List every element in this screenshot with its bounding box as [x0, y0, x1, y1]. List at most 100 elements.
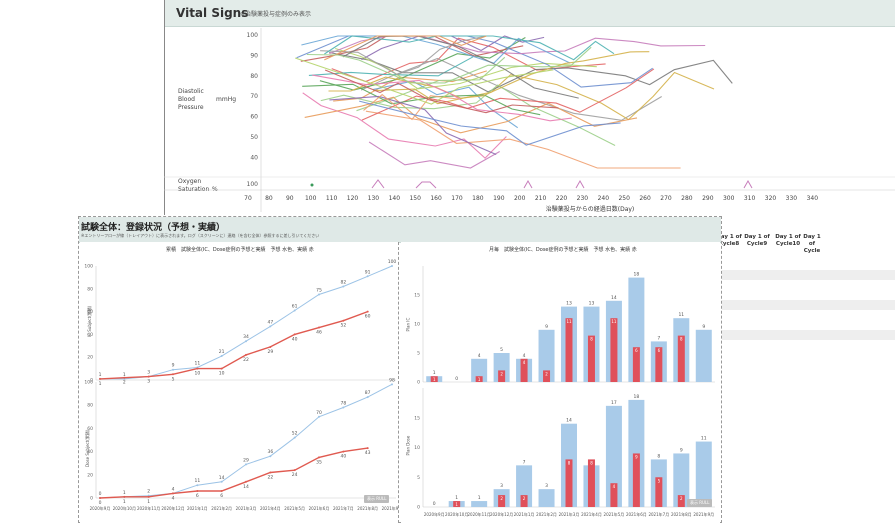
vital-x-tick-label: 160: [430, 195, 442, 202]
mon-actual-bar: [520, 358, 528, 382]
mon-plan-label: 7: [523, 459, 526, 465]
cum-x-tick-label: 2021年4月: [260, 505, 281, 511]
col-day1-cycle10-l2: Cycle10: [775, 241, 801, 247]
spo2-point: [310, 183, 314, 187]
vital-x-tick-label: 80: [265, 195, 273, 202]
cum-point: [293, 469, 296, 472]
patient-trace: [324, 35, 487, 61]
cum-data-label: 35: [316, 459, 322, 465]
mon-y-tick-label: 15: [414, 415, 420, 421]
cum-x-tick-label: 2021年8月: [357, 505, 378, 511]
mon-plan-label: 1: [455, 495, 458, 501]
cum-x-tick-label: 2021年2月: [211, 505, 232, 511]
cum-data-label: 3: [147, 379, 150, 385]
cum-data-label: 60: [365, 314, 371, 320]
mon-plan-label: 11: [678, 312, 684, 318]
mon-plan-bar: [471, 358, 488, 382]
mon-plan-bar: [673, 453, 690, 507]
cum-data-label: 52: [292, 431, 298, 437]
mon-plan-label: 13: [589, 301, 595, 307]
mon-actual-bar: [453, 501, 461, 507]
cum-data-label: 14: [243, 484, 249, 490]
vital-x-tick-label: 340: [807, 195, 819, 202]
mon-actual-label: 2: [500, 371, 503, 376]
mon-actual-bar: [498, 495, 506, 507]
mon-actual-label: 1: [455, 502, 458, 507]
vital-x-tick-label: 180: [472, 195, 484, 202]
cum-data-label: 61: [292, 303, 298, 309]
monthly-badge[interactable]: 表示 RULL: [687, 499, 713, 507]
cumulative-badge[interactable]: 表示 RULL: [364, 495, 390, 503]
patient-trace: [359, 100, 621, 146]
mon-y-tick-label: 0: [417, 505, 420, 511]
patient-trace: [329, 35, 706, 55]
cum-data-label: 6: [220, 493, 223, 499]
vital-y-tick-label: 80: [250, 73, 258, 80]
mon-x-tick-label: 2021年8月: [671, 511, 692, 517]
cum-data-label: 36: [267, 449, 273, 455]
cum-y-tick-label: 100: [84, 380, 93, 386]
cum-point: [196, 490, 199, 493]
cumulative-chart-header: 累積 試験全体(IC、Dose症例の予想と実績 予想 水色、実績 赤: [166, 247, 314, 253]
cum-x-tick-label: 2021年6月: [309, 505, 330, 511]
vital-x-tick-label: 70: [244, 195, 252, 202]
dbp-unit: mmHg: [216, 96, 237, 103]
cum-point: [245, 340, 247, 343]
mon-x-tick-label: 2020年12月: [490, 511, 513, 517]
cum-data-label: 46: [316, 330, 322, 336]
cum-data-label: 98: [389, 377, 395, 383]
mon-x-tick-label: 2021年4月: [581, 511, 602, 517]
cum-point: [123, 495, 126, 498]
spo2-tick-label: 100: [247, 181, 259, 188]
mon-actual-label: 4: [523, 360, 526, 365]
cum-y-tick-label: 60: [87, 426, 93, 432]
cum-series-line: [99, 447, 368, 499]
mon-actual-label: 0: [455, 383, 458, 388]
mon-plan-label: 17: [611, 400, 617, 406]
col-day1-cycle9-l1: Day 1 of: [744, 234, 770, 240]
mon-plan-label: 18: [634, 394, 640, 400]
dbp-label: Diastolic Blood Pressure: [178, 88, 204, 112]
mon-x-tick-label: 2021年9月: [693, 511, 714, 517]
cum-data-label: 1: [123, 490, 126, 496]
cum-data-label: 3: [147, 370, 150, 376]
mon-actual-bar: [632, 453, 640, 507]
patient-trace: [335, 47, 597, 90]
cum-x-tick-label: 2021年5月: [284, 505, 305, 511]
cum-y-tick-label: 100: [84, 264, 93, 270]
vital-x-tick-label: 290: [702, 195, 714, 202]
cum-data-label: 1: [123, 499, 126, 505]
cum-point: [318, 456, 320, 459]
col-day1-cycle-l2: Cycle: [803, 248, 821, 254]
cum-point: [269, 345, 272, 348]
cum-data-label: 100: [388, 259, 397, 265]
mon-plan-bar: [695, 441, 712, 507]
table-row: [722, 270, 895, 280]
vital-x-tick-label: 190: [493, 195, 505, 202]
mon-x-tick-label: 2021年7月: [648, 511, 669, 517]
cum-y-tick-label: 20: [87, 472, 93, 478]
mon-plan-label: 3: [545, 483, 548, 489]
cum-point: [196, 367, 199, 370]
mon-actual-label: 5: [658, 478, 661, 483]
mon-x-tick-label: 2021年6月: [626, 511, 647, 517]
cum-data-label: 4: [172, 486, 175, 492]
cum-data-label: 1: [99, 372, 102, 378]
cum-data-label: 24: [292, 472, 298, 478]
spo2-label: Oxygen Saturation: [178, 178, 209, 194]
cum-data-label: 14: [219, 475, 225, 481]
cum-data-label: 34: [243, 334, 249, 340]
mon-actual-bar: [565, 459, 573, 507]
cum-x-tick-label: 2021年7月: [333, 505, 354, 511]
mon-actual-bar: [677, 495, 685, 507]
mon-plan-label: 7: [657, 335, 660, 341]
mon-y-tick-label: 5: [417, 475, 420, 481]
vital-x-tick-label: 310: [744, 195, 756, 202]
vital-x-tick-label: 230: [577, 195, 589, 202]
mon-plan-label: 9: [680, 447, 683, 453]
spo2-trace: [371, 179, 385, 189]
mon-actual-bar: [520, 495, 528, 507]
dbp-label-line1: Diastolic: [178, 88, 204, 95]
mon-actual-bar: [587, 459, 595, 507]
vital-x-tick-label: 320: [765, 195, 777, 202]
